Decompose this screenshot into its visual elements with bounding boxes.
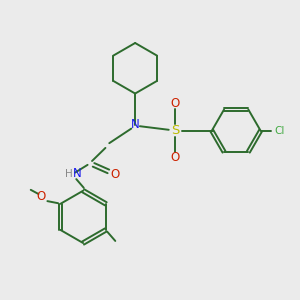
Text: N: N	[131, 118, 140, 131]
Text: N: N	[73, 167, 82, 180]
Text: O: O	[171, 151, 180, 164]
Text: S: S	[171, 124, 179, 137]
Text: H: H	[65, 169, 72, 179]
Text: O: O	[37, 190, 46, 203]
Text: O: O	[111, 169, 120, 182]
Text: Cl: Cl	[275, 126, 285, 136]
Text: O: O	[171, 98, 180, 110]
